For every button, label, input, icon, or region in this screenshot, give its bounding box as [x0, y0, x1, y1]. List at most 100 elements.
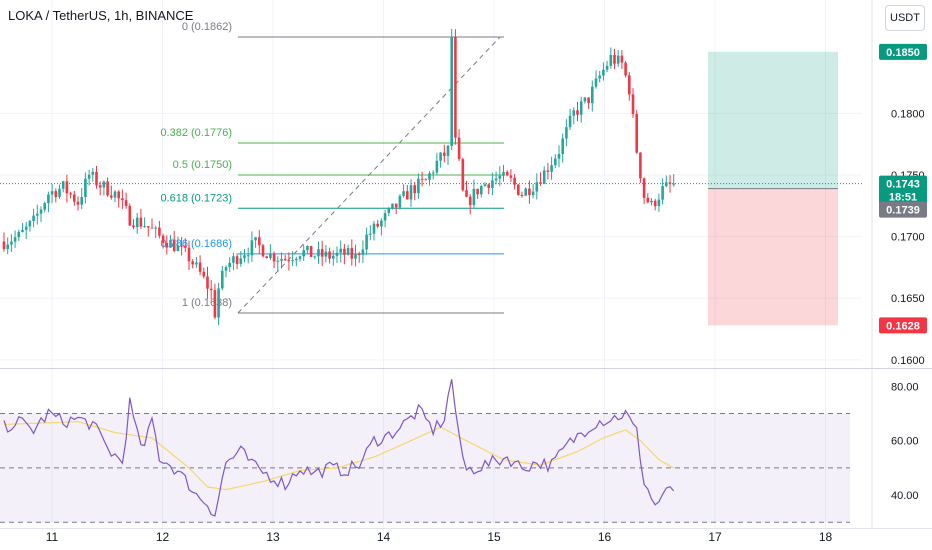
candle-body — [91, 171, 95, 175]
candle-body — [546, 170, 550, 172]
candle-body — [502, 171, 505, 176]
candle-body — [69, 193, 72, 195]
candle-body — [465, 190, 468, 197]
y-tick-label: 0.1800 — [891, 108, 925, 120]
candle-body — [128, 205, 132, 226]
candle-body — [472, 188, 476, 206]
candle-body — [87, 174, 91, 179]
candle-body — [102, 181, 106, 188]
candle-body — [402, 191, 405, 196]
candle-body — [258, 237, 261, 246]
candle-body — [524, 188, 527, 196]
candle-body — [383, 213, 387, 221]
rsi-tick-label: 60.00 — [891, 436, 919, 448]
candle-body — [369, 233, 372, 235]
x-tick-label: 11 — [46, 530, 59, 544]
candle-body — [143, 226, 146, 228]
candle-body — [232, 256, 235, 263]
candle-body — [280, 259, 283, 261]
candle-body — [620, 55, 624, 63]
candle-body — [498, 175, 502, 179]
candle-body — [409, 185, 413, 200]
candle-body — [653, 200, 657, 207]
candle-body — [665, 182, 668, 187]
candle-body — [509, 175, 513, 178]
candle-body — [346, 248, 350, 255]
candle-body — [98, 185, 102, 188]
candle-body — [631, 94, 635, 115]
candle-body — [628, 75, 631, 95]
stop-price-badge-bg — [879, 317, 927, 334]
rsi-tick-label: 40.00 — [891, 490, 919, 502]
candle-body — [332, 255, 335, 259]
candle-body — [657, 199, 661, 207]
candle-body — [169, 239, 172, 248]
x-tick-label: 12 — [156, 530, 170, 544]
candle-body — [324, 251, 328, 257]
candle-body — [343, 248, 346, 255]
candle-body — [106, 181, 109, 196]
candle-body — [24, 226, 28, 230]
entry-price-badge-bg — [879, 201, 927, 218]
candle-body — [387, 208, 391, 214]
fib-level-label: 0.618 (0.1723) — [160, 192, 232, 204]
candle-body — [431, 172, 435, 174]
candle-body — [450, 37, 453, 146]
candle-body — [206, 276, 209, 289]
candle-body — [605, 65, 609, 70]
candle-body — [491, 180, 494, 188]
x-tick-label: 14 — [377, 530, 391, 544]
candle-body — [17, 231, 21, 238]
last-price-badge-bg — [879, 175, 927, 205]
candle-body — [272, 253, 276, 262]
candle-body — [446, 145, 450, 156]
candle-body — [535, 182, 539, 192]
target-price-badge-text: 0.1850 — [886, 47, 920, 59]
candle-body — [572, 110, 576, 116]
candle-body — [591, 86, 594, 104]
candle-body — [243, 255, 246, 259]
candle-body — [117, 191, 120, 199]
x-tick-label: 13 — [266, 530, 280, 544]
candle-body — [339, 248, 342, 253]
candle-body — [213, 290, 217, 318]
candle-body — [139, 217, 143, 227]
candle-body — [306, 245, 309, 251]
chart-title: LOKA / TetherUS, 1h, BINANCE — [8, 8, 194, 23]
candle-body — [154, 227, 157, 229]
candle-body — [668, 182, 672, 184]
fib-level-label: 0.5 (0.1750) — [173, 159, 232, 171]
candle-body — [298, 256, 302, 259]
candle-body — [113, 191, 117, 198]
candle-body — [161, 235, 165, 243]
candle-body — [61, 181, 65, 189]
candle-body — [180, 245, 183, 247]
candle-body — [417, 178, 420, 194]
candle-body — [191, 261, 194, 265]
stop-zone — [708, 188, 838, 326]
long-position-tool[interactable] — [708, 51, 838, 326]
candle-body — [531, 191, 535, 196]
candle-body — [198, 262, 202, 272]
candle-body — [428, 173, 431, 180]
candle-body — [176, 245, 180, 252]
candle-body — [624, 62, 627, 76]
candle-body — [457, 137, 461, 160]
candle-body — [517, 184, 520, 195]
candle-body — [2, 241, 6, 249]
candle-body — [158, 227, 161, 236]
candle-body — [565, 127, 568, 139]
candle-body — [32, 215, 35, 221]
candle-body — [357, 254, 361, 256]
candle-body — [195, 262, 198, 265]
candle-body — [635, 114, 638, 153]
candle-body — [328, 251, 331, 259]
candle-body — [65, 181, 69, 194]
currency-button[interactable]: USDT — [885, 5, 925, 31]
candle-body — [28, 220, 32, 227]
candle-body — [483, 184, 487, 187]
candle-body — [594, 78, 598, 87]
candle-body — [602, 69, 605, 76]
candle-body — [520, 194, 524, 196]
